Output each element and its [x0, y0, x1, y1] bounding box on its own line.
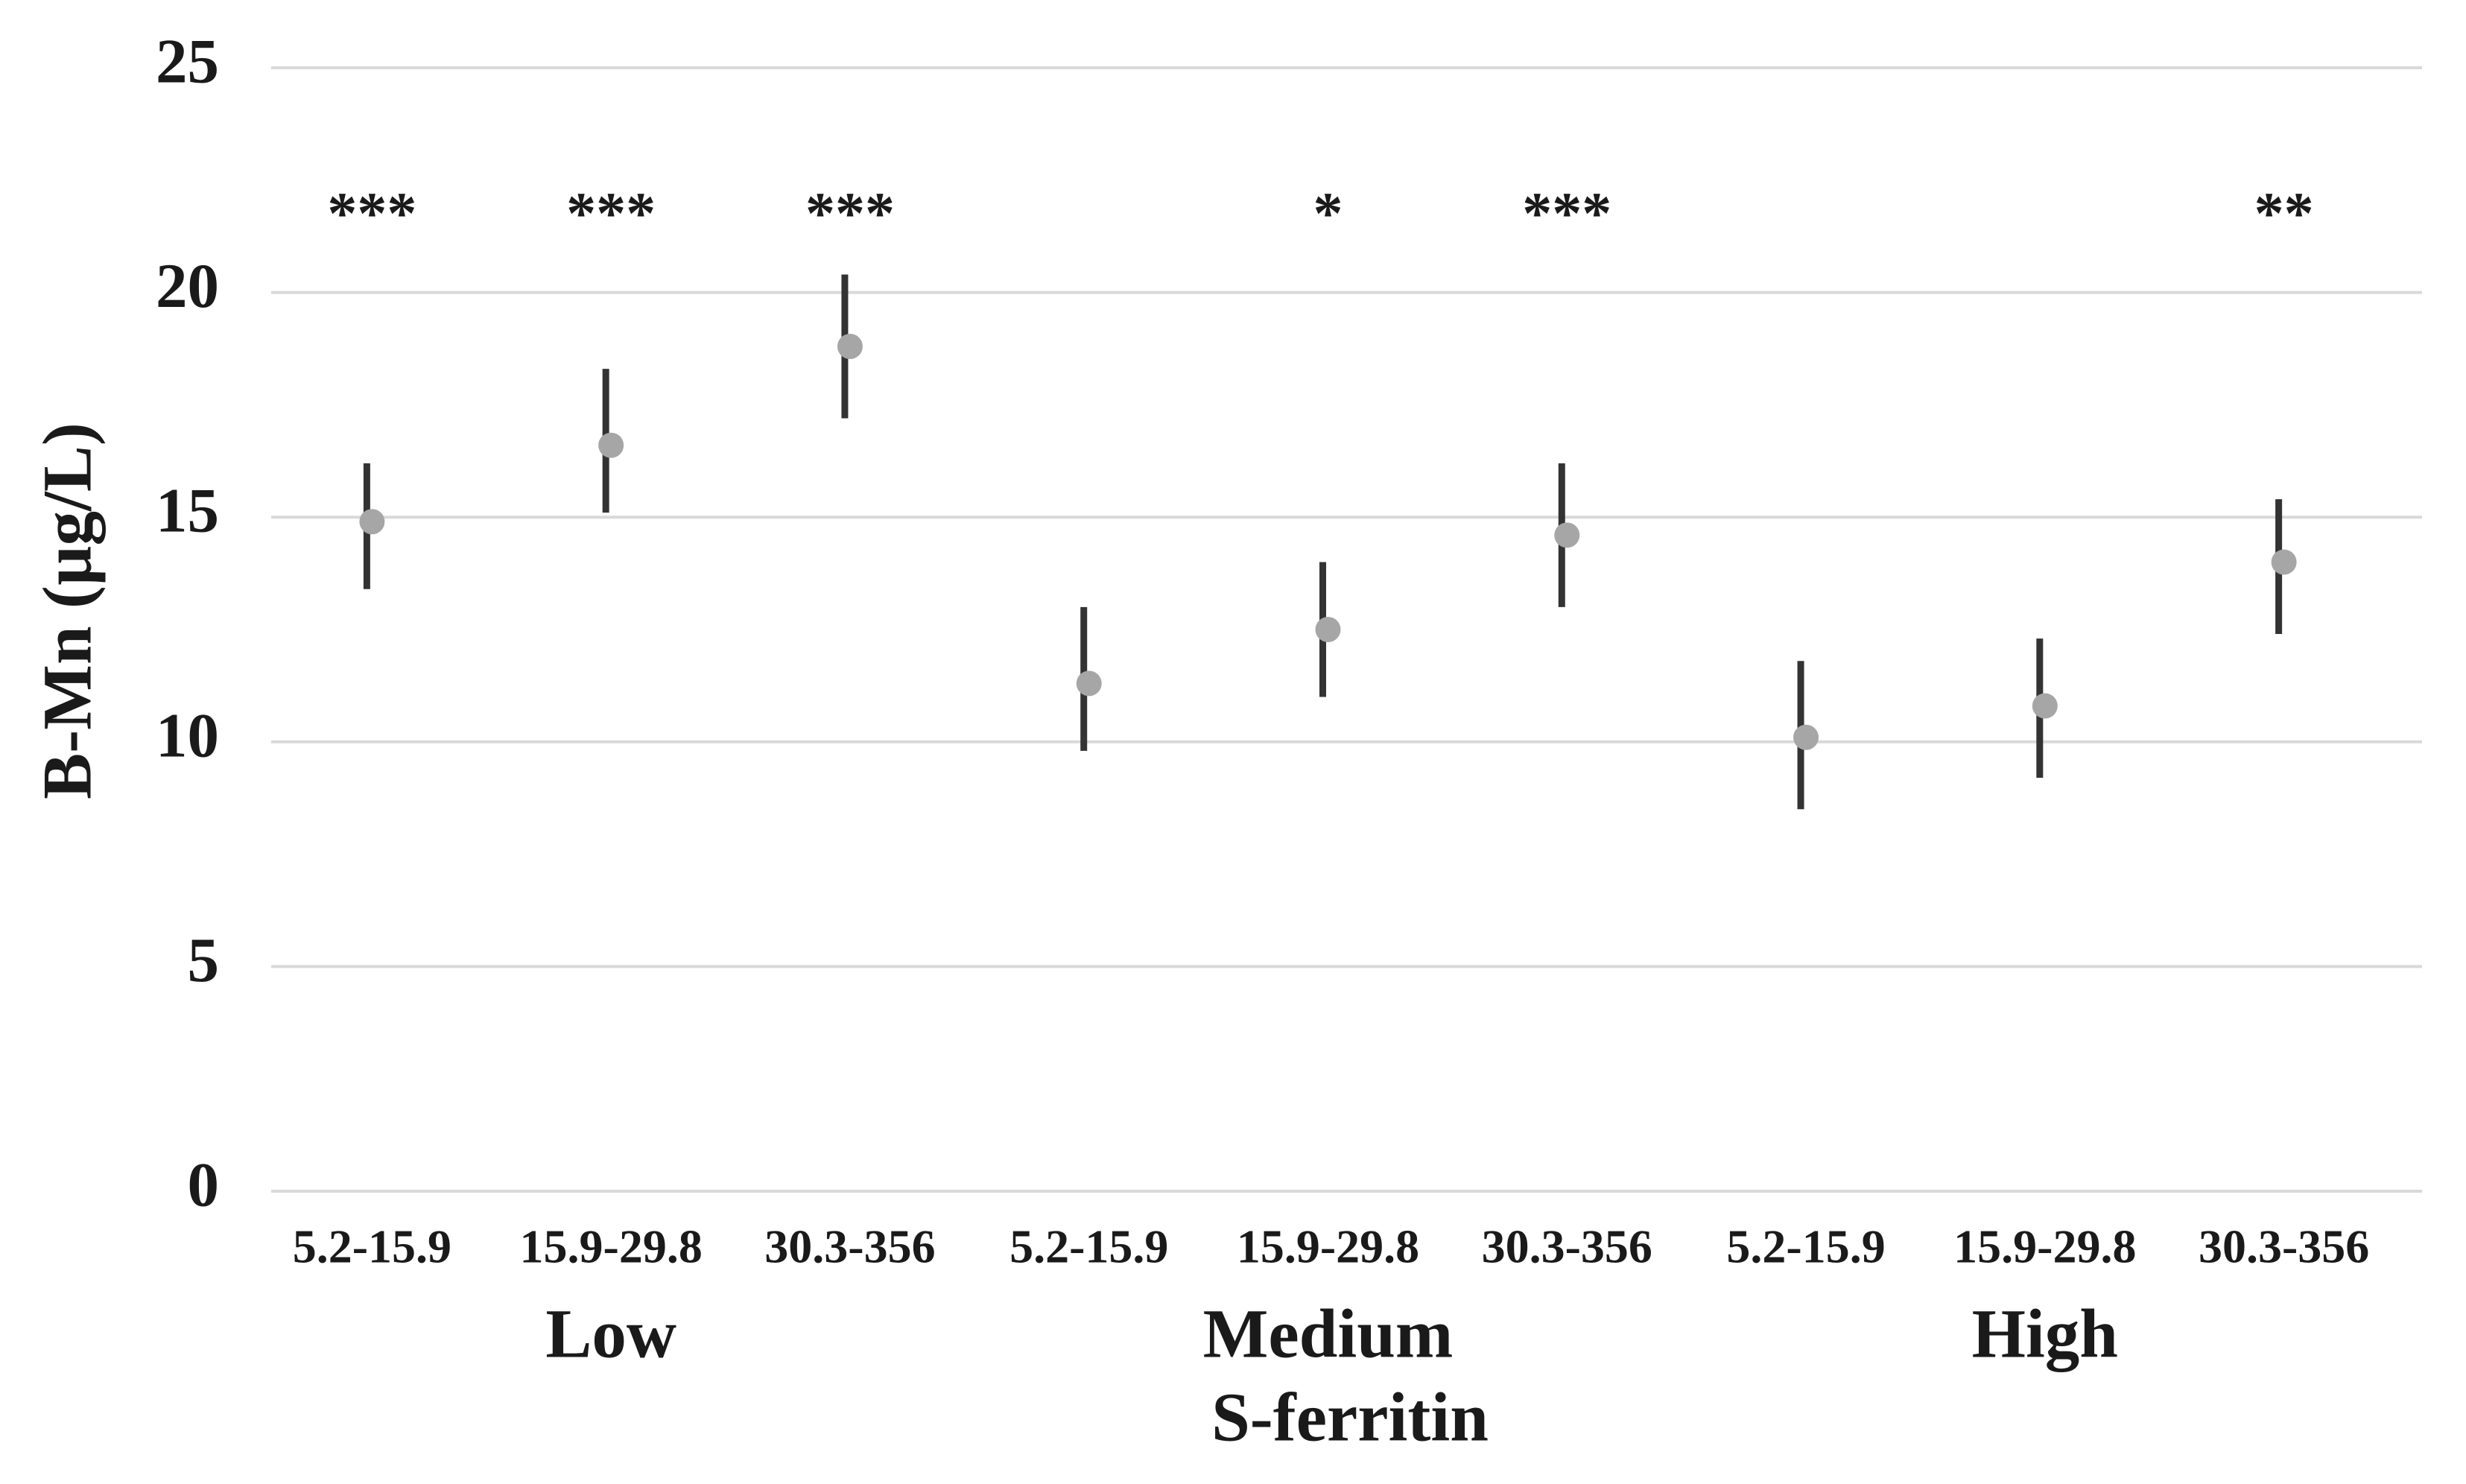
significance-label: ***	[327, 181, 416, 247]
x-tick-label: 15.9-29.8	[520, 1220, 703, 1273]
x-tick-label: 5.2-15.9	[293, 1220, 451, 1273]
x-tick-label: 5.2-15.9	[1726, 1220, 1885, 1273]
group-label: Low	[545, 1296, 676, 1372]
data-point	[1076, 670, 1102, 697]
y-tick-label: 25	[156, 27, 219, 97]
significance-label: ***	[566, 181, 656, 247]
significance-label: *	[1313, 181, 1343, 247]
y-tick-label: 20	[156, 251, 219, 321]
y-tick-label: 5	[188, 925, 220, 995]
x-axis-label: S-ferritin	[1211, 1379, 1489, 1456]
significance-label: **	[2254, 181, 2314, 247]
group-label: Medium	[1203, 1296, 1454, 1372]
data-point	[1793, 724, 1819, 750]
group-label: High	[1972, 1296, 2118, 1372]
y-tick-label: 0	[188, 1150, 220, 1220]
x-tick-label: 5.2-15.9	[1009, 1220, 1168, 1273]
data-point	[598, 432, 624, 458]
significance-label: ***	[805, 181, 895, 247]
x-tick-label: 30.3-356	[764, 1220, 935, 1273]
data-point	[837, 333, 863, 359]
y-tick-label: 10	[156, 700, 219, 770]
data-point	[359, 509, 385, 535]
data-point	[2271, 549, 2297, 575]
y-tick-label: 15	[156, 476, 219, 546]
significance-label: ***	[1522, 181, 1611, 247]
x-tick-label: 30.3-356	[1482, 1220, 1652, 1273]
y-axis-label: B-Mn (µg/L)	[29, 422, 106, 799]
x-tick-label: 15.9-29.8	[1237, 1220, 1419, 1273]
data-point	[1554, 522, 1580, 548]
x-tick-label: 15.9-29.8	[1953, 1220, 2136, 1273]
x-tick-label: 30.3-356	[2199, 1220, 2369, 1273]
data-point	[2032, 693, 2058, 719]
data-point	[1315, 617, 1341, 642]
